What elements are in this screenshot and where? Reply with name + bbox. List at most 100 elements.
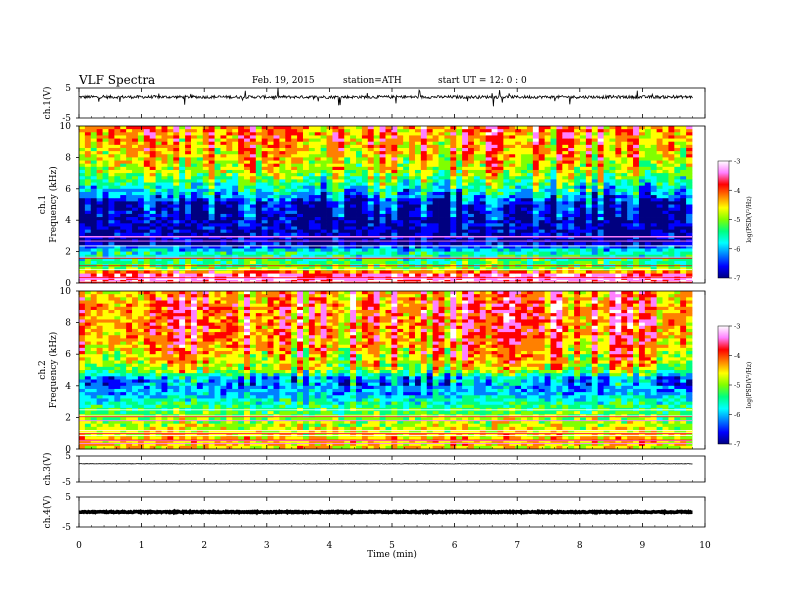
ch1-spectrogram-cell bbox=[167, 220, 174, 224]
ch1-spectrogram-cell bbox=[132, 176, 139, 180]
ch1-spectrogram-cell bbox=[126, 185, 133, 190]
ch1-spectrogram-cell bbox=[79, 173, 86, 177]
ch1-spectrogram-cell bbox=[120, 173, 127, 177]
ch1-spectrogram-cell bbox=[108, 129, 115, 133]
ch1-spectrogram-cell bbox=[509, 213, 516, 218]
ch1-spectrogram-cell bbox=[326, 201, 333, 205]
ch1-spectrogram-cell bbox=[190, 223, 198, 227]
ch1-spectrogram-cell bbox=[627, 163, 634, 168]
ch1-spectrogram-cell bbox=[562, 151, 569, 155]
ch1-spectrogram-cell bbox=[356, 245, 363, 249]
ch1-spectrogram-cell bbox=[167, 261, 174, 265]
ch1-spectrogram-cell bbox=[196, 157, 204, 161]
ch1-spectrogram-cell bbox=[568, 126, 575, 130]
ch1-spectrogram-cell bbox=[509, 242, 516, 246]
ch1-spectrogram-cell bbox=[155, 144, 162, 149]
ch1-spectrogram-cell bbox=[515, 147, 522, 152]
ch1-spectrogram-cell bbox=[491, 147, 498, 152]
ch1-spectrogram-cell bbox=[485, 273, 492, 278]
ch1-spectrogram-cell bbox=[361, 185, 369, 190]
ch1-spectrogram-cell bbox=[114, 232, 121, 237]
ch1-spectrogram-cell bbox=[185, 166, 192, 171]
ch1-spectrogram-cell bbox=[208, 141, 215, 146]
ch1-spectrogram-cell bbox=[403, 201, 410, 205]
ch1-spectrogram-cell bbox=[308, 229, 316, 234]
ch1-spectrogram-cell bbox=[444, 166, 451, 171]
ch1-spectrogram-cell bbox=[627, 169, 634, 174]
ch1-spectrogram-cell bbox=[102, 254, 109, 259]
ch1-spectrogram-cell bbox=[574, 242, 581, 246]
ch1-spectrogram-cell bbox=[580, 229, 587, 234]
ch1-spectrogram-cell bbox=[161, 254, 168, 259]
ch1-spectrogram-cell bbox=[96, 204, 103, 209]
ch1-spectrogram-cell bbox=[621, 166, 628, 171]
ch1-spectrogram-cell bbox=[143, 229, 151, 234]
ch1-spectrogram-cell bbox=[338, 210, 345, 215]
ch1-spectrogram-cell bbox=[609, 147, 616, 152]
ch1-spectrogram-cell bbox=[615, 251, 622, 256]
ch1-spectrogram-cell bbox=[485, 176, 492, 180]
ch1-spectrogram-cell bbox=[320, 151, 327, 155]
ch1-spectrogram-cell bbox=[509, 144, 516, 149]
ch1-spectrogram-cell bbox=[644, 270, 652, 274]
ch1-spectrogram-cell bbox=[414, 160, 422, 165]
ch1-spectrogram-cell bbox=[291, 220, 298, 224]
ch1-spectrogram-cell bbox=[444, 248, 451, 252]
ch1-spectrogram-cell bbox=[361, 242, 369, 246]
ch1-spectrogram-cell bbox=[173, 191, 180, 196]
ch1-spectrogram-cell bbox=[332, 273, 339, 278]
ch1-spectrogram-cell bbox=[521, 198, 528, 202]
ch1-spectrogram-cell bbox=[249, 179, 257, 183]
ch1-spectrogram-cell bbox=[108, 169, 115, 174]
ch1-spectrogram-cell bbox=[108, 147, 115, 152]
ch1-spectrogram-cell bbox=[509, 195, 516, 199]
ch1-spectrogram-cell bbox=[556, 270, 563, 274]
ch1-spectrogram-cell bbox=[544, 135, 551, 139]
ch1-spectrogram-cell bbox=[361, 147, 369, 152]
ch1-spectrogram-cell bbox=[420, 163, 428, 168]
ch1-spectrogram-cell bbox=[450, 163, 457, 168]
ch1-spectrogram-cell bbox=[638, 210, 646, 215]
ch1-spectrogram-cell bbox=[297, 188, 304, 193]
ch1-spectrogram-cell bbox=[137, 132, 145, 136]
ch1-spectrogram-cell bbox=[503, 257, 510, 262]
ch1-spectrogram-cell bbox=[350, 129, 357, 133]
ch1-spectrogram-cell bbox=[114, 182, 121, 187]
ch1-spectrogram-cell bbox=[350, 144, 357, 149]
ch1-spectrogram-cell bbox=[409, 138, 416, 143]
ch1-spectrogram-cell bbox=[603, 135, 610, 139]
ch1-spectrogram-cell bbox=[621, 179, 628, 183]
ch1-spectrogram-cell bbox=[532, 179, 540, 183]
ch1-spectrogram-cell bbox=[379, 166, 386, 171]
ch1-spectrogram-cell bbox=[644, 188, 652, 193]
ch1-spectrogram-cell bbox=[373, 235, 380, 240]
ch1-spectrogram-cell bbox=[114, 217, 121, 221]
ch1-spectrogram-cell bbox=[615, 248, 622, 252]
ch1-spectrogram-cell bbox=[603, 173, 610, 177]
ch1-waveform-ylabel: ch.1(V) bbox=[42, 87, 53, 120]
ch1-spectrogram-cell bbox=[574, 163, 581, 168]
ch1-spectrogram-cell bbox=[279, 157, 286, 161]
ch1-spectrogram-cell bbox=[161, 201, 168, 205]
ch1-spectrogram-cell bbox=[409, 270, 416, 274]
ch1-spectrogram-cell bbox=[108, 210, 115, 215]
ch1-spectrogram-cell bbox=[597, 129, 604, 133]
ch1-spectrogram-cell bbox=[462, 251, 469, 256]
ch1-spectrogram-cell bbox=[397, 195, 404, 199]
ch1-spectrogram-cell bbox=[509, 251, 516, 256]
ch1-spectrogram-cell bbox=[609, 144, 616, 149]
ch1-spectrogram-cell bbox=[621, 163, 628, 168]
ch1-spectrogram-cell bbox=[314, 141, 322, 146]
ch1-spectrogram-cell bbox=[574, 232, 581, 237]
ch1-spectrogram-cell bbox=[420, 132, 428, 136]
ch1-spectrogram-cell bbox=[526, 126, 534, 130]
ch1-spectrogram-cell bbox=[450, 207, 457, 212]
ch1-spectrogram-cell bbox=[320, 217, 327, 221]
ch1-spectrogram-cell bbox=[485, 213, 492, 218]
ch1-spectrogram-cell bbox=[90, 242, 98, 246]
ch1-spectrogram-cell bbox=[350, 198, 357, 202]
ch1-spectrogram-cell bbox=[574, 261, 581, 265]
ch1-spectrogram-cell bbox=[403, 160, 410, 165]
ch1-spectrogram-cell bbox=[149, 217, 157, 221]
ch1-spectrogram-cell bbox=[350, 132, 357, 136]
